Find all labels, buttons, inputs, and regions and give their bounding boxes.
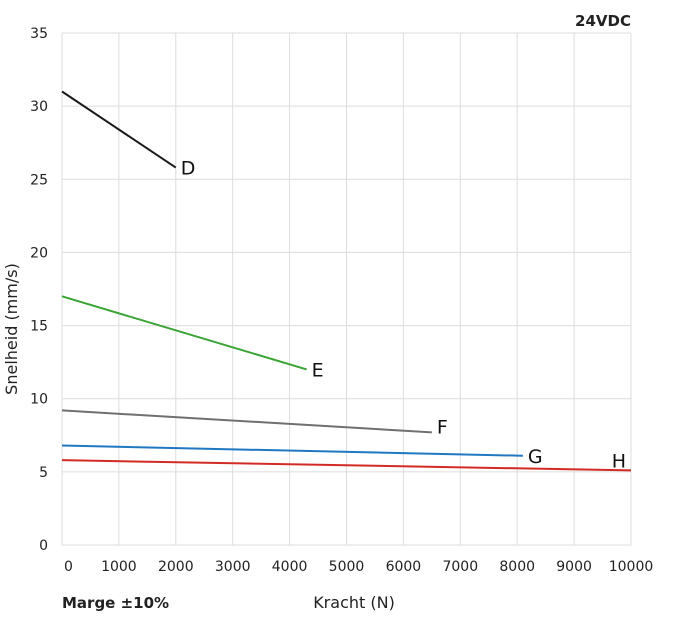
- y-tick-label: 15: [30, 319, 48, 335]
- x-tick-label: 0: [64, 559, 73, 575]
- x-axis-title: Kracht (N): [313, 593, 395, 612]
- y-tick-label: 35: [30, 26, 48, 42]
- tick-labels: 0 1000 2000 3000 4000 5000 6000 7000 8000 9000 100…: [30, 26, 653, 575]
- y-axis-title: Snelheid (mm/s): [2, 263, 21, 395]
- y-tick-label: 20: [30, 245, 48, 261]
- x-tick-label: 10000: [609, 559, 654, 575]
- x-tick-label: 4000: [272, 559, 308, 575]
- y-tick-label: 5: [39, 465, 48, 481]
- y-tick-label: 30: [30, 99, 48, 115]
- margin-note: Marge ±10%: [62, 594, 169, 612]
- series-line-f: [61, 409, 432, 434]
- series-line-h: [61, 459, 632, 472]
- x-tick-label: 2000: [158, 559, 194, 575]
- x-tick-label: 9000: [556, 559, 592, 575]
- series-label-d: D: [181, 158, 196, 180]
- series-lines: [61, 90, 632, 472]
- x-tick-label: 1000: [101, 559, 137, 575]
- series-line-g: [61, 444, 523, 457]
- x-tick-label: 6000: [386, 559, 422, 575]
- series-line-d: [61, 90, 177, 169]
- y-tick-label: 10: [30, 392, 48, 408]
- y-tick-label: 0: [39, 538, 48, 554]
- x-tick-label: 7000: [442, 559, 478, 575]
- series-label-e: E: [312, 359, 324, 381]
- series-label-f: F: [437, 416, 448, 438]
- x-tick-label: 5000: [329, 559, 365, 575]
- series-line-e: [61, 295, 307, 371]
- corner-note: 24VDC: [575, 12, 631, 30]
- x-tick-label: 8000: [499, 559, 535, 575]
- series-label-g: G: [528, 446, 543, 468]
- y-tick-label: 25: [30, 172, 48, 188]
- series-label-h: H: [612, 450, 626, 472]
- series-labels: D E F G H: [181, 158, 626, 473]
- x-tick-label: 3000: [215, 559, 251, 575]
- grid: [61, 32, 632, 546]
